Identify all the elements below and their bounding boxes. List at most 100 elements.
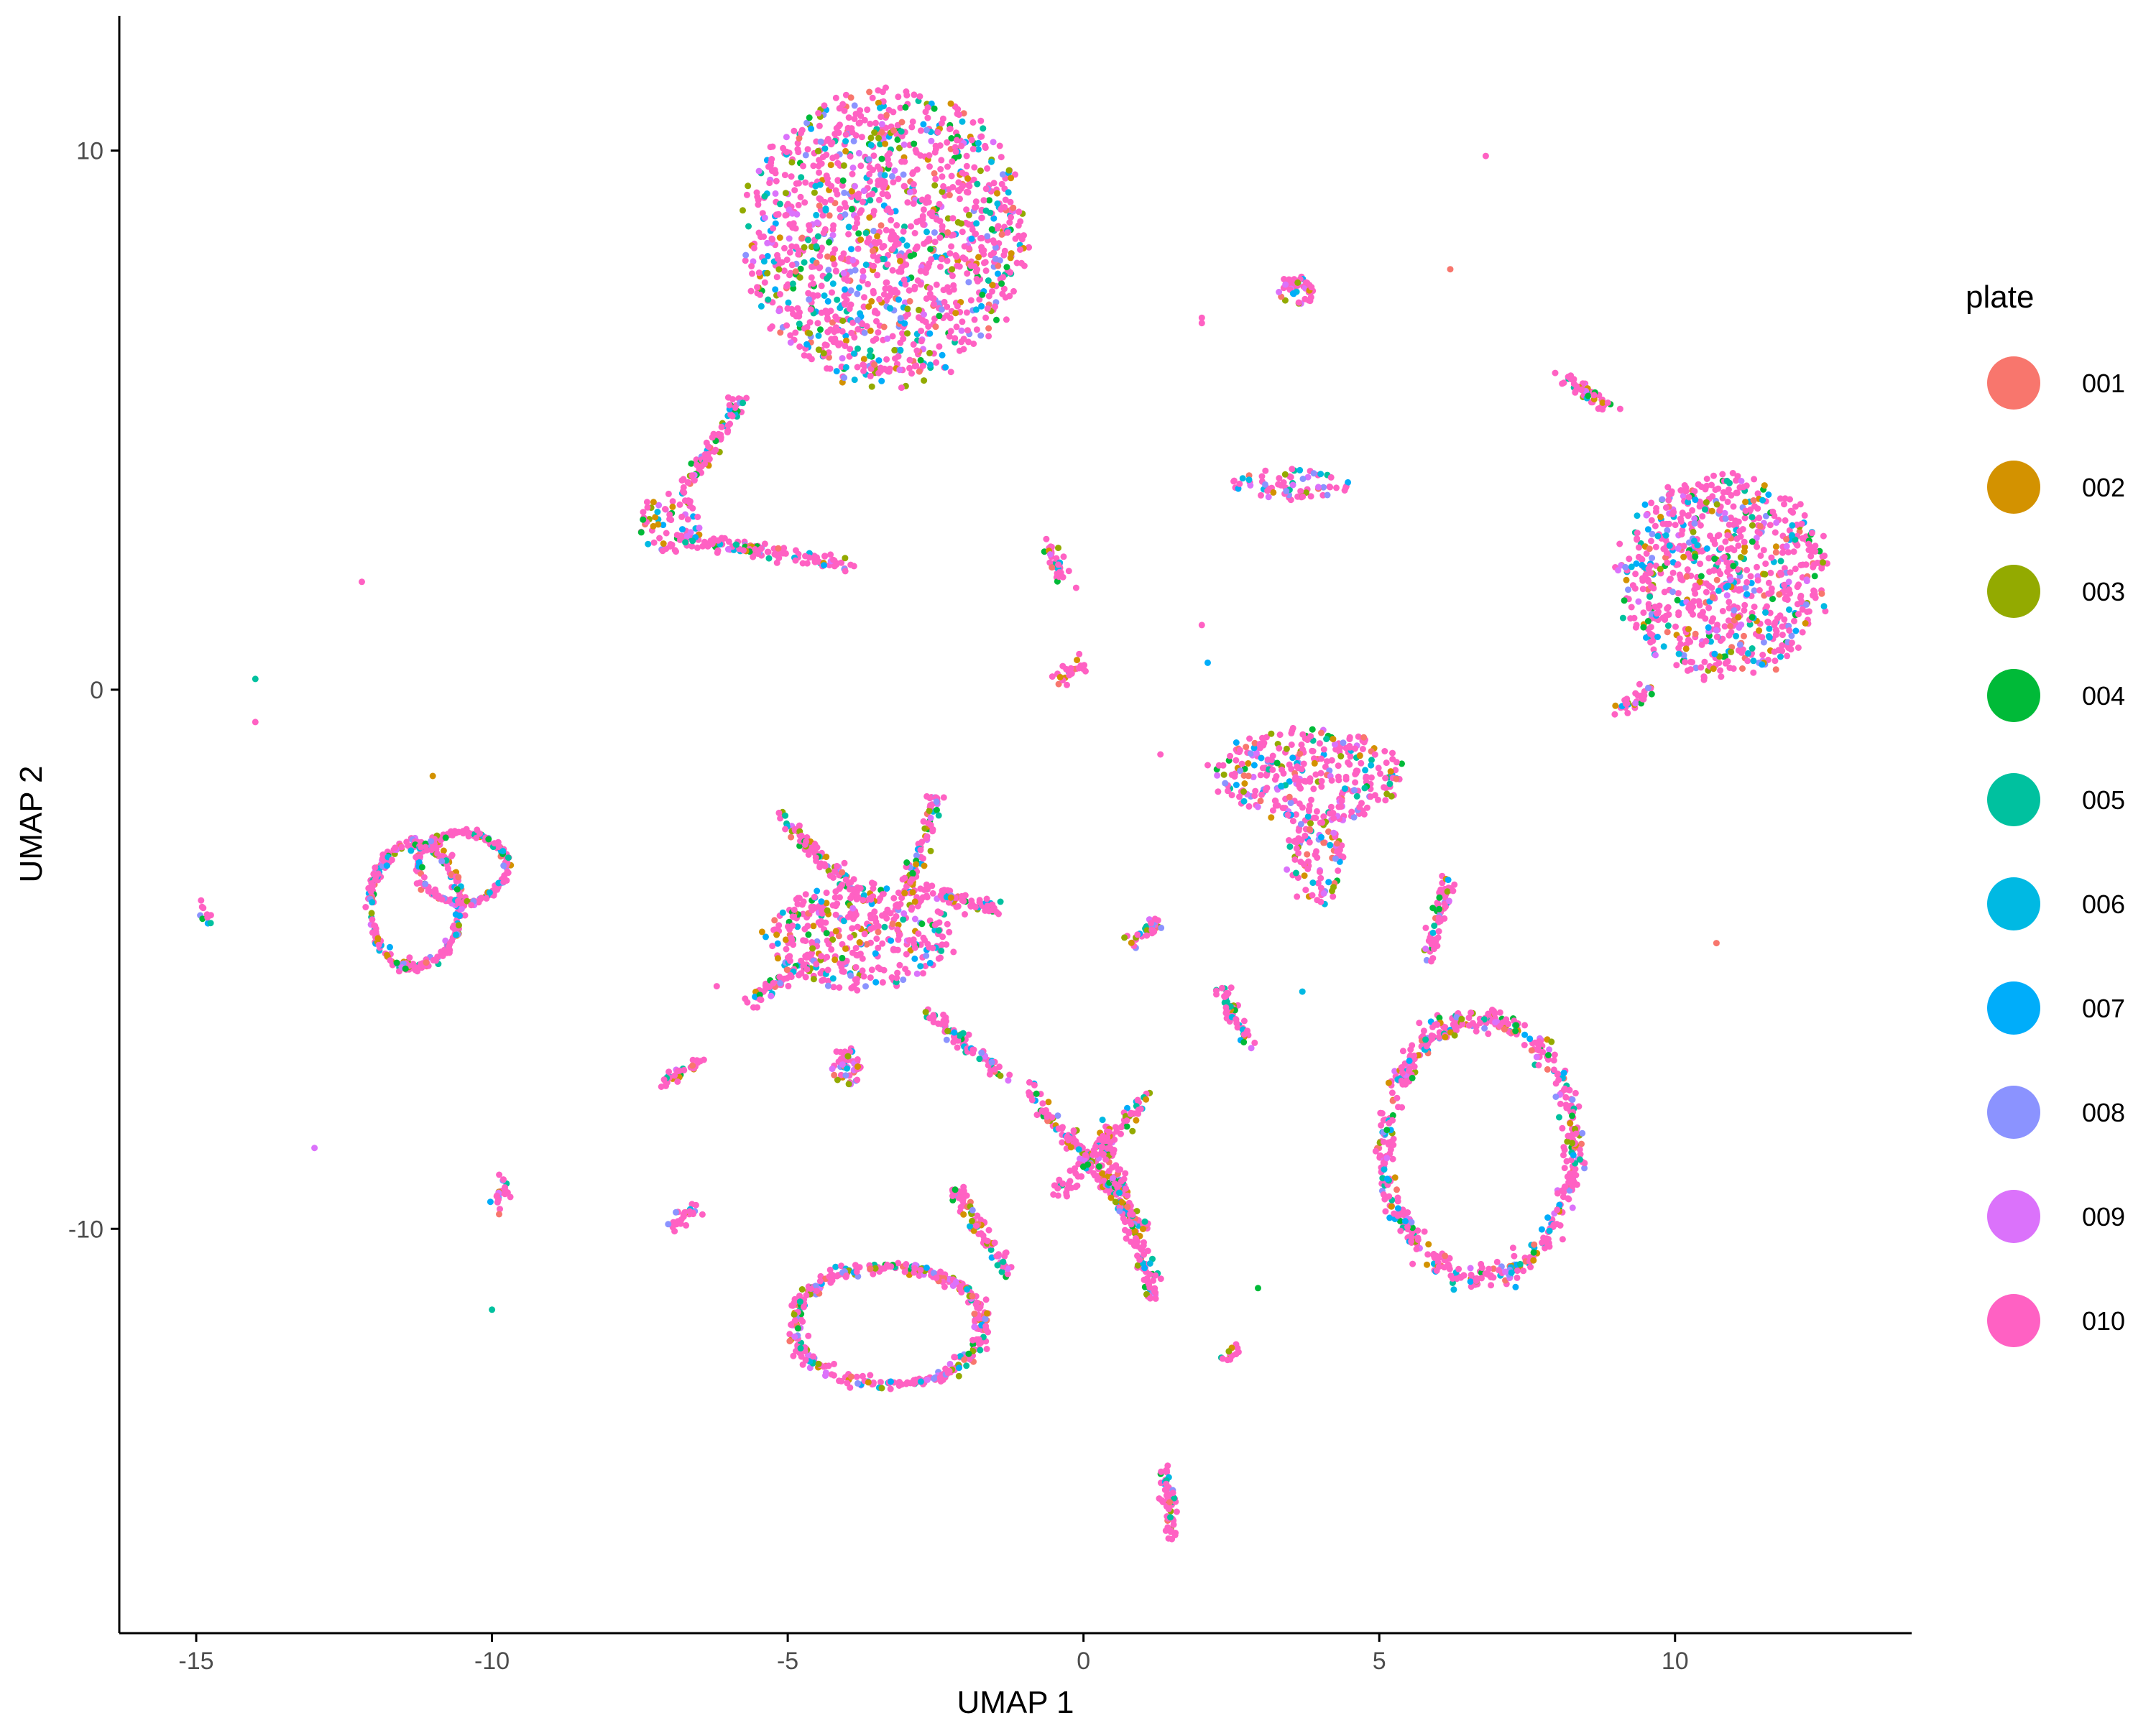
data-point <box>423 959 430 966</box>
data-point <box>1311 814 1318 821</box>
data-point <box>1298 741 1305 748</box>
data-point <box>825 941 832 948</box>
data-point <box>998 154 1005 161</box>
data-point <box>900 910 908 917</box>
data-point <box>1327 803 1335 810</box>
data-point <box>963 206 970 213</box>
data-point <box>1697 664 1705 671</box>
data-point <box>1317 770 1325 777</box>
data-point <box>964 327 971 334</box>
data-point <box>1569 1096 1576 1103</box>
data-point <box>900 228 907 235</box>
data-point <box>1043 535 1050 542</box>
data-point <box>1240 798 1248 805</box>
data-point <box>917 267 924 274</box>
data-point <box>1548 1038 1555 1045</box>
data-point <box>813 259 820 267</box>
data-point <box>1785 586 1792 593</box>
data-point <box>754 284 760 291</box>
data-point <box>772 190 779 197</box>
data-point <box>965 1031 972 1038</box>
data-point <box>900 141 908 148</box>
data-point <box>669 498 676 505</box>
data-point <box>1327 841 1334 849</box>
data-point <box>1803 576 1810 583</box>
data-point <box>1003 264 1010 271</box>
data-point <box>1647 624 1654 631</box>
data-point <box>966 245 973 252</box>
data-point <box>892 355 898 362</box>
data-point <box>926 163 933 170</box>
data-point <box>1555 1076 1562 1084</box>
data-point <box>1341 785 1348 793</box>
data-point <box>978 247 985 254</box>
data-point <box>829 902 837 909</box>
data-point <box>660 540 667 547</box>
data-point <box>881 923 888 930</box>
data-point <box>780 975 788 982</box>
data-point <box>669 503 676 510</box>
data-point <box>1749 538 1756 545</box>
data-point <box>939 223 946 230</box>
data-point <box>790 310 796 318</box>
data-point <box>888 216 895 223</box>
data-point <box>904 969 911 976</box>
data-point <box>1286 761 1293 768</box>
data-point <box>1423 1043 1430 1050</box>
data-point <box>817 970 824 977</box>
data-point <box>901 320 908 327</box>
data-point <box>976 899 983 906</box>
data-point <box>895 175 902 182</box>
data-point <box>1314 484 1322 491</box>
data-point <box>369 929 376 936</box>
data-point <box>1680 652 1687 659</box>
data-point <box>691 477 698 484</box>
data-point <box>982 142 989 149</box>
data-point <box>1771 648 1778 655</box>
data-point <box>835 341 842 348</box>
data-point <box>1346 734 1353 741</box>
data-point <box>1286 778 1293 785</box>
data-point <box>687 529 694 536</box>
data-point <box>824 315 831 322</box>
data-point <box>1074 657 1081 664</box>
data-point <box>852 224 859 231</box>
data-point <box>928 294 935 301</box>
data-point <box>1383 1155 1391 1162</box>
data-point <box>1416 1020 1423 1027</box>
data-point <box>965 211 972 218</box>
data-point <box>777 979 784 987</box>
data-point <box>957 195 963 203</box>
data-point <box>911 940 917 947</box>
data-point <box>837 894 843 901</box>
data-point <box>877 114 885 121</box>
data-point <box>1685 626 1692 633</box>
data-point <box>1545 1052 1552 1058</box>
data-point <box>862 262 870 268</box>
data-point <box>1799 606 1806 613</box>
data-point <box>904 310 911 318</box>
data-point <box>881 172 888 179</box>
data-point <box>1790 548 1797 555</box>
data-point <box>834 1076 841 1084</box>
data-point <box>972 198 980 205</box>
data-point <box>920 221 927 228</box>
data-point <box>879 891 886 898</box>
data-point <box>392 844 399 851</box>
data-point <box>1599 399 1606 406</box>
data-point <box>458 905 465 912</box>
data-point <box>1794 542 1801 549</box>
data-point <box>1240 772 1248 779</box>
data-point <box>1772 543 1779 550</box>
data-point <box>1259 734 1266 741</box>
data-point <box>910 341 917 348</box>
data-point <box>883 915 890 922</box>
data-point <box>1250 762 1258 769</box>
data-point <box>1692 553 1699 560</box>
data-point <box>402 965 409 972</box>
data-point <box>761 193 768 200</box>
data-point <box>1698 641 1705 648</box>
data-point <box>1007 254 1014 262</box>
data-point <box>1712 486 1719 494</box>
data-point <box>1719 471 1726 478</box>
